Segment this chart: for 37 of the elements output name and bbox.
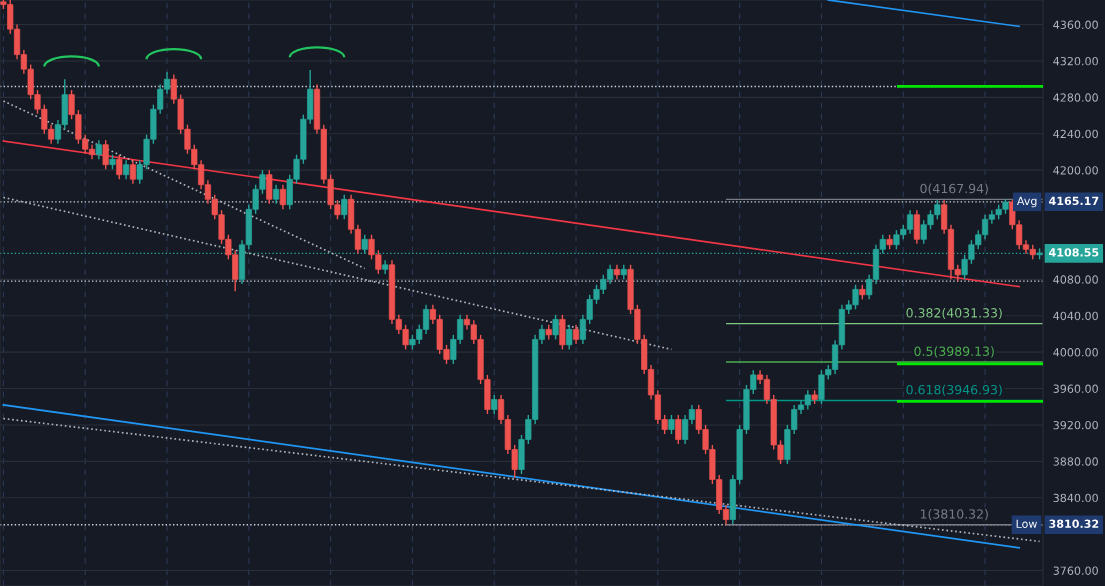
text: 4108.55 [1049, 248, 1099, 257]
candlestick [566, 324, 573, 351]
text: 3810.32 [1049, 519, 1099, 528]
candlestick [572, 324, 580, 345]
y-tick-label: 4040.00 [1053, 311, 1098, 321]
ref-line-label: 1(3810.32) [920, 509, 988, 521]
candlestick [668, 414, 675, 435]
y-tick-label: 4320.00 [1053, 56, 1098, 66]
ref-line-label: Low [1016, 519, 1037, 528]
candlestick [341, 194, 348, 220]
y-tick-label: 4080.00 [1053, 275, 1098, 284]
ref-line-label: 0.382(4031.33) [906, 307, 1002, 320]
ref-line-label: 0.618(3946.93) [906, 384, 1002, 396]
candlestick [129, 159, 137, 185]
text: 4165.17 [1049, 196, 1099, 206]
y-tick-label: 4000.00 [1053, 348, 1098, 357]
ref-line-label: Avg [1016, 196, 1037, 208]
y-tick-label: 4240.00 [1053, 129, 1098, 139]
candlestick [279, 184, 286, 210]
ref-line-label: 0(4167.94) [920, 183, 988, 195]
y-tick-label: 4200.00 [1053, 166, 1098, 175]
y-tick-label: 3840.00 [1053, 493, 1098, 503]
candlestick [123, 159, 130, 180]
y-tick-label: 3960.00 [1053, 384, 1098, 393]
candlestick [116, 153, 123, 180]
candlestick [273, 184, 280, 205]
y-tick-label: 3920.00 [1053, 420, 1098, 430]
candlestick [491, 394, 498, 415]
candlestick [675, 414, 682, 445]
candlestick [102, 139, 109, 170]
y-tick-label: 4280.00 [1053, 93, 1098, 102]
y-tick-label: 3760.00 [1053, 566, 1098, 575]
y-tick-label: 4360.00 [1053, 20, 1098, 29]
candlestick [95, 139, 102, 160]
candlestick [552, 314, 559, 341]
y-tick-label: 3880.00 [1053, 457, 1098, 466]
ref-line-label: 0.5(3989.13) [914, 346, 994, 358]
